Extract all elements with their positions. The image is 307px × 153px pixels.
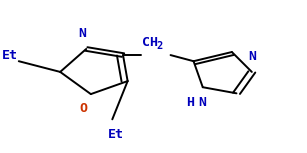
- Text: Et: Et: [108, 129, 124, 141]
- Text: CH: CH: [142, 36, 158, 49]
- Text: N: N: [78, 28, 86, 40]
- Text: N: N: [248, 50, 256, 63]
- Text: Et: Et: [2, 49, 18, 62]
- Text: 2: 2: [157, 41, 163, 51]
- Text: N: N: [198, 96, 206, 109]
- Text: O: O: [80, 102, 88, 115]
- Text: H: H: [186, 96, 195, 109]
